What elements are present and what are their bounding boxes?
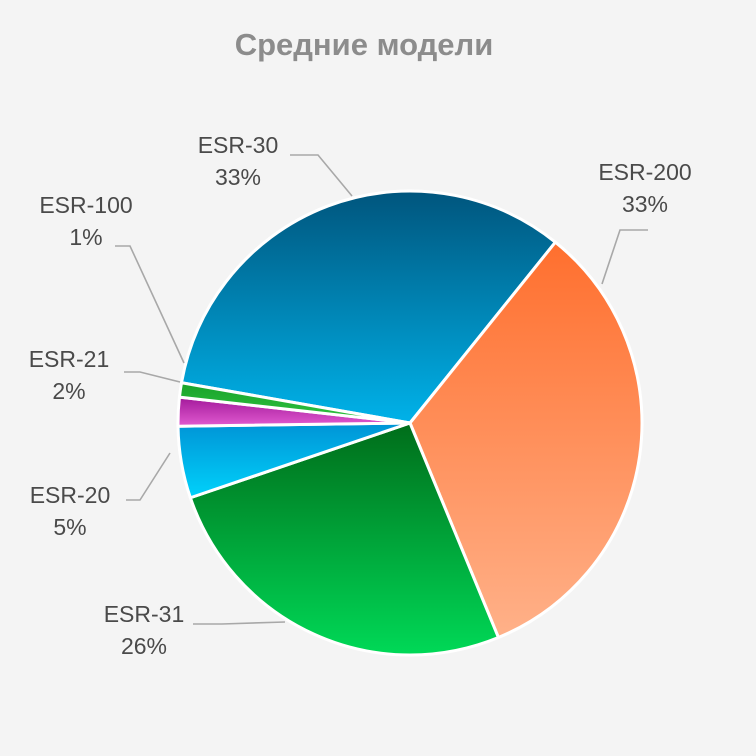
slice-name-label: ESR-31 (104, 601, 185, 627)
leader-line-esr-21 (124, 371, 181, 383)
slice-percent-label: 26% (121, 633, 167, 659)
slice-percent-label: 2% (52, 378, 85, 404)
leader-line-esr-20 (126, 452, 171, 501)
leader-line-esr-200 (601, 229, 648, 285)
leader-lines (115, 154, 648, 625)
slice-name-label: ESR-30 (198, 132, 279, 158)
slice-name-label: ESR-100 (39, 192, 132, 218)
slice-name-label: ESR-20 (30, 482, 111, 508)
slice-name-label: ESR-21 (29, 346, 110, 372)
pie-slice-esr-200 (408, 240, 644, 639)
pie-slice-esr-30 (180, 189, 557, 425)
pie-slice-esr-31 (188, 421, 500, 657)
slice-labels: ESR-30 33% ESR-200 33% ESR-31 26% ESR-20 5% ESR-… (29, 132, 692, 659)
leader-line-esr-100 (115, 245, 185, 364)
slice-percent-label: 33% (215, 164, 261, 190)
pie-slice-esr-100 (177, 381, 412, 425)
pie-slices (176, 189, 644, 657)
slice-percent-label: 5% (53, 514, 86, 540)
leader-line-esr-31 (193, 621, 286, 625)
slice-percent-label: 1% (69, 224, 102, 250)
slice-name-label: ESR-200 (598, 159, 691, 185)
chart-title: Средние модели (235, 27, 494, 62)
leader-line-esr-30 (290, 154, 353, 197)
slice-percent-label: 33% (622, 191, 668, 217)
